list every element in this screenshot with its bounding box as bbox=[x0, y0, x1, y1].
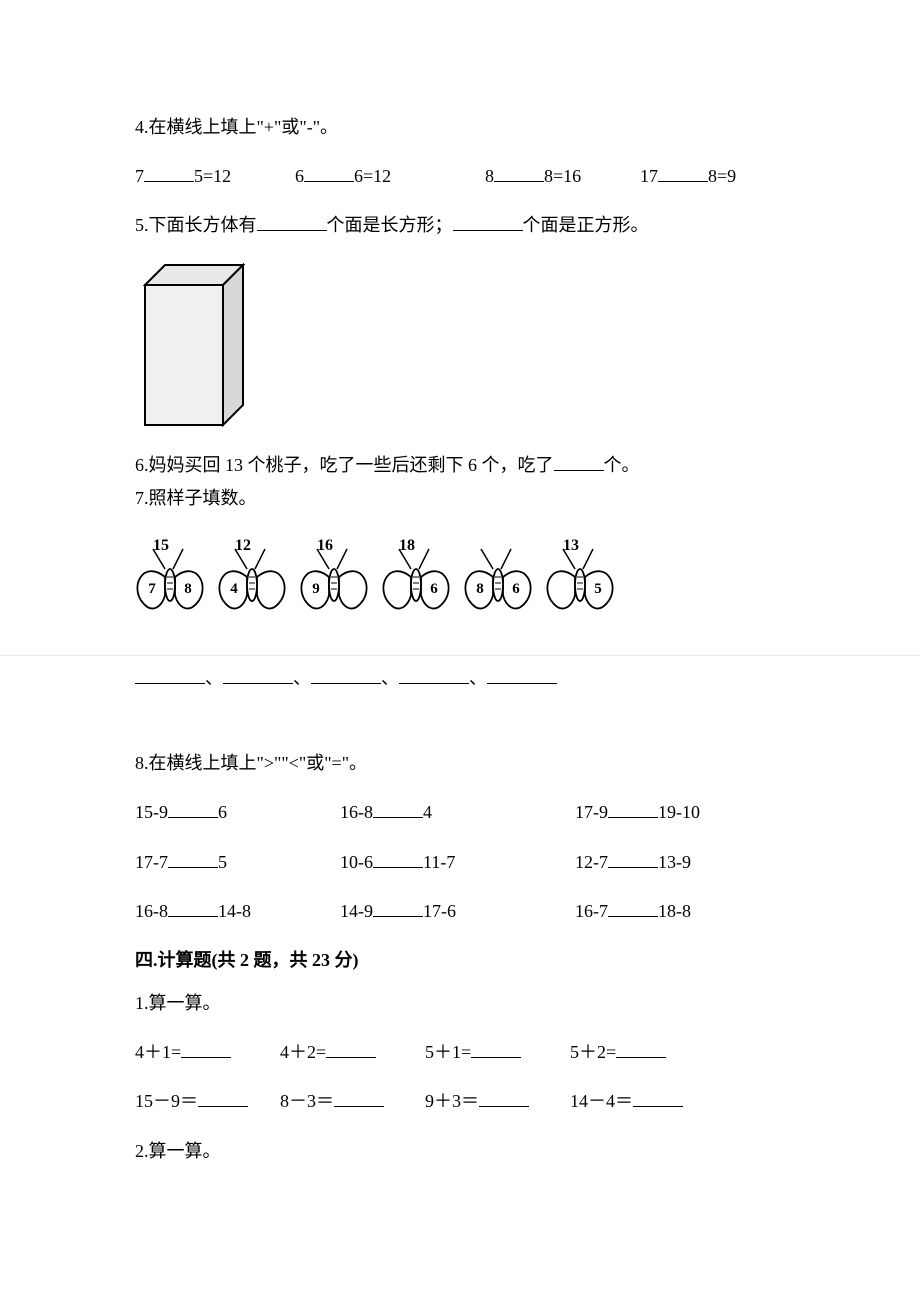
q8-cell: 16-718-8 bbox=[575, 899, 691, 924]
q7-answer-blanks: 、、、、 bbox=[135, 666, 785, 691]
calc-cell: 5＋1= bbox=[425, 1040, 570, 1065]
calc-row: 4＋1=4＋2=5＋1=5＋2= bbox=[135, 1040, 785, 1065]
svg-text:5: 5 bbox=[594, 581, 602, 597]
butterfly-svg: 15 7 8 12 4 16 9 18 6 8 6 13 5 bbox=[135, 535, 635, 625]
calc-cell: 4＋1= bbox=[135, 1040, 280, 1065]
q5-prompt-c: 个面是正方形。 bbox=[523, 215, 649, 235]
q7-prompt: 7.照样子填数。 bbox=[135, 486, 785, 511]
svg-text:6: 6 bbox=[430, 581, 438, 597]
svg-text:4: 4 bbox=[230, 581, 238, 597]
q6-prompt-b: 个。 bbox=[604, 455, 640, 475]
calc1-title: 1.算一算。 bbox=[135, 991, 785, 1016]
svg-text:9: 9 bbox=[312, 581, 320, 597]
calc-cell: 14－4＝ bbox=[570, 1089, 715, 1114]
q8-cell: 17-919-10 bbox=[575, 800, 700, 825]
q8-cell: 17-75 bbox=[135, 850, 340, 875]
q8-row: 17-7510-611-712-713-9 bbox=[135, 850, 785, 875]
section4-title: 四.计算题(共 2 题，共 23 分) bbox=[135, 948, 785, 973]
calc1-rows: 4＋1=4＋2=5＋1=5＋2= 15－9＝8－3＝9＋3＝14－4＝ bbox=[135, 1040, 785, 1114]
q8-cell: 16-814-8 bbox=[135, 899, 340, 924]
q8-cell: 12-713-9 bbox=[575, 850, 691, 875]
calc-cell: 15－9＝ bbox=[135, 1089, 280, 1114]
q4-items: 75=12 66=12 88=16 178=9 bbox=[135, 164, 785, 189]
q4-item-0: 75=12 bbox=[135, 164, 295, 189]
q8-cell: 16-84 bbox=[340, 800, 575, 825]
svg-text:8: 8 bbox=[476, 581, 484, 597]
butterfly-row: 15 7 8 12 4 16 9 18 6 8 6 13 5 bbox=[135, 535, 785, 625]
q4-item-3: 178=9 bbox=[640, 164, 736, 189]
q5-prompt-b: 个面是长方形； bbox=[327, 215, 453, 235]
svg-text:13: 13 bbox=[563, 537, 579, 554]
calc-cell: 9＋3＝ bbox=[425, 1089, 570, 1114]
svg-text:6: 6 bbox=[512, 581, 520, 597]
calc2-title: 2.算一算。 bbox=[135, 1139, 785, 1164]
svg-text:12: 12 bbox=[235, 537, 251, 554]
q5-prompt: 5.下面长方体有 个面是长方形； 个面是正方形。 bbox=[135, 213, 785, 238]
q4-prompt: 4.在横线上填上"+"或"-"。 bbox=[135, 115, 785, 140]
q8-cell: 10-611-7 bbox=[340, 850, 575, 875]
svg-text:7: 7 bbox=[148, 581, 156, 597]
q6-prompt-a: 6.妈妈买回 13 个桃子，吃了一些后还剩下 6 个，吃了 bbox=[135, 455, 554, 475]
svg-text:16: 16 bbox=[317, 537, 333, 554]
calc-cell: 5＋2= bbox=[570, 1040, 715, 1065]
q8-prompt: 8.在横线上填上">""<"或"="。 bbox=[135, 751, 785, 776]
calc-cell: 4＋2= bbox=[280, 1040, 425, 1065]
q4-item-1: 66=12 bbox=[295, 164, 485, 189]
q8-cell: 15-96 bbox=[135, 800, 340, 825]
q8-row: 15-9616-8417-919-10 bbox=[135, 800, 785, 825]
calc-cell: 8－3＝ bbox=[280, 1089, 425, 1114]
cuboid-figure bbox=[143, 263, 785, 428]
svg-text:8: 8 bbox=[184, 581, 192, 597]
cuboid-svg bbox=[143, 263, 248, 428]
q8-row: 16-814-814-917-616-718-8 bbox=[135, 899, 785, 924]
q8-cell: 14-917-6 bbox=[340, 899, 575, 924]
q6-prompt: 6.妈妈买回 13 个桃子，吃了一些后还剩下 6 个，吃了 个。 bbox=[135, 453, 785, 478]
faint-divider bbox=[0, 655, 920, 656]
svg-text:15: 15 bbox=[153, 537, 169, 554]
q4-item-2: 88=16 bbox=[485, 164, 640, 189]
calc-row: 15－9＝8－3＝9＋3＝14－4＝ bbox=[135, 1089, 785, 1114]
svg-text:18: 18 bbox=[399, 537, 415, 554]
q5-prompt-a: 5.下面长方体有 bbox=[135, 215, 257, 235]
q8-rows: 15-9616-8417-919-10 17-7510-611-712-713-9… bbox=[135, 800, 785, 924]
